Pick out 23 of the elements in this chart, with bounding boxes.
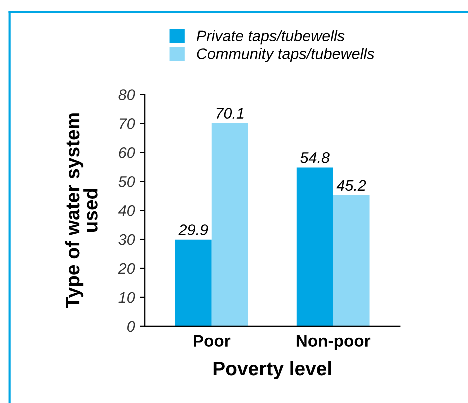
- bar: [333, 196, 370, 326]
- y-tick-label: 10: [118, 292, 136, 304]
- data-label: 54.8: [300, 152, 330, 164]
- x-axis-title: Poverty level: [214, 361, 332, 380]
- y-tick-label: 20: [118, 263, 136, 274]
- data-label: 70.1: [216, 108, 244, 119]
- y-tick-label: 50: [118, 176, 136, 188]
- y-tick-label: 60: [119, 148, 136, 158]
- x-tick-label: Poor: [194, 335, 231, 348]
- data-label: 29.9: [178, 224, 208, 236]
- legend-label: Community taps/tubewells: [197, 48, 374, 62]
- y-axis-title: Type of water system used: [65, 114, 98, 309]
- bar: [212, 123, 248, 326]
- y-tick-label: 30: [118, 234, 136, 246]
- bar: [296, 168, 334, 326]
- y-tick-label: 70: [120, 118, 136, 130]
- x-tick-label: Non-poor: [296, 335, 371, 350]
- bar: [175, 240, 212, 326]
- legend-label: Private taps/tubewells: [196, 30, 345, 45]
- y-tick-label: 0: [128, 321, 136, 332]
- y-tick-label: 80: [118, 90, 136, 100]
- data-label: 45.2: [336, 180, 366, 192]
- y-tick-label: 40: [118, 205, 136, 216]
